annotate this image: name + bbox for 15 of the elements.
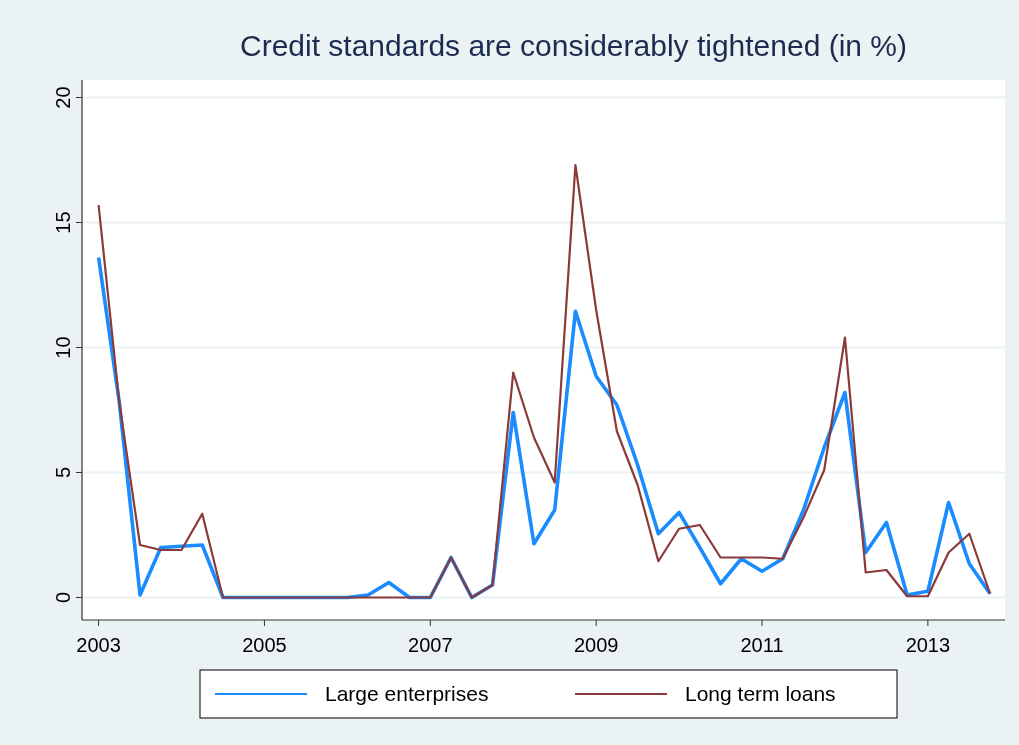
legend-label: Large enterprises [325,682,489,705]
chart-title: Credit standards are considerably tightened (in %) [239,29,908,62]
legend-label: Long term loans [685,682,836,705]
x-tick-label: 2011 [740,634,784,656]
y-tick-label: 20 [52,86,74,109]
x-tick-label: 2003 [76,634,121,656]
y-tick-label: 0 [52,591,74,604]
x-tick-label: 2007 [408,634,453,656]
y-tick-label: 10 [52,336,74,359]
y-tick-label: 5 [52,466,74,479]
x-tick-label: 2009 [573,634,619,656]
line-series [97,163,992,599]
x-tick-label: 2013 [905,634,951,656]
x-tick-label: 2005 [242,634,287,656]
y-tick-label: 15 [52,211,74,234]
